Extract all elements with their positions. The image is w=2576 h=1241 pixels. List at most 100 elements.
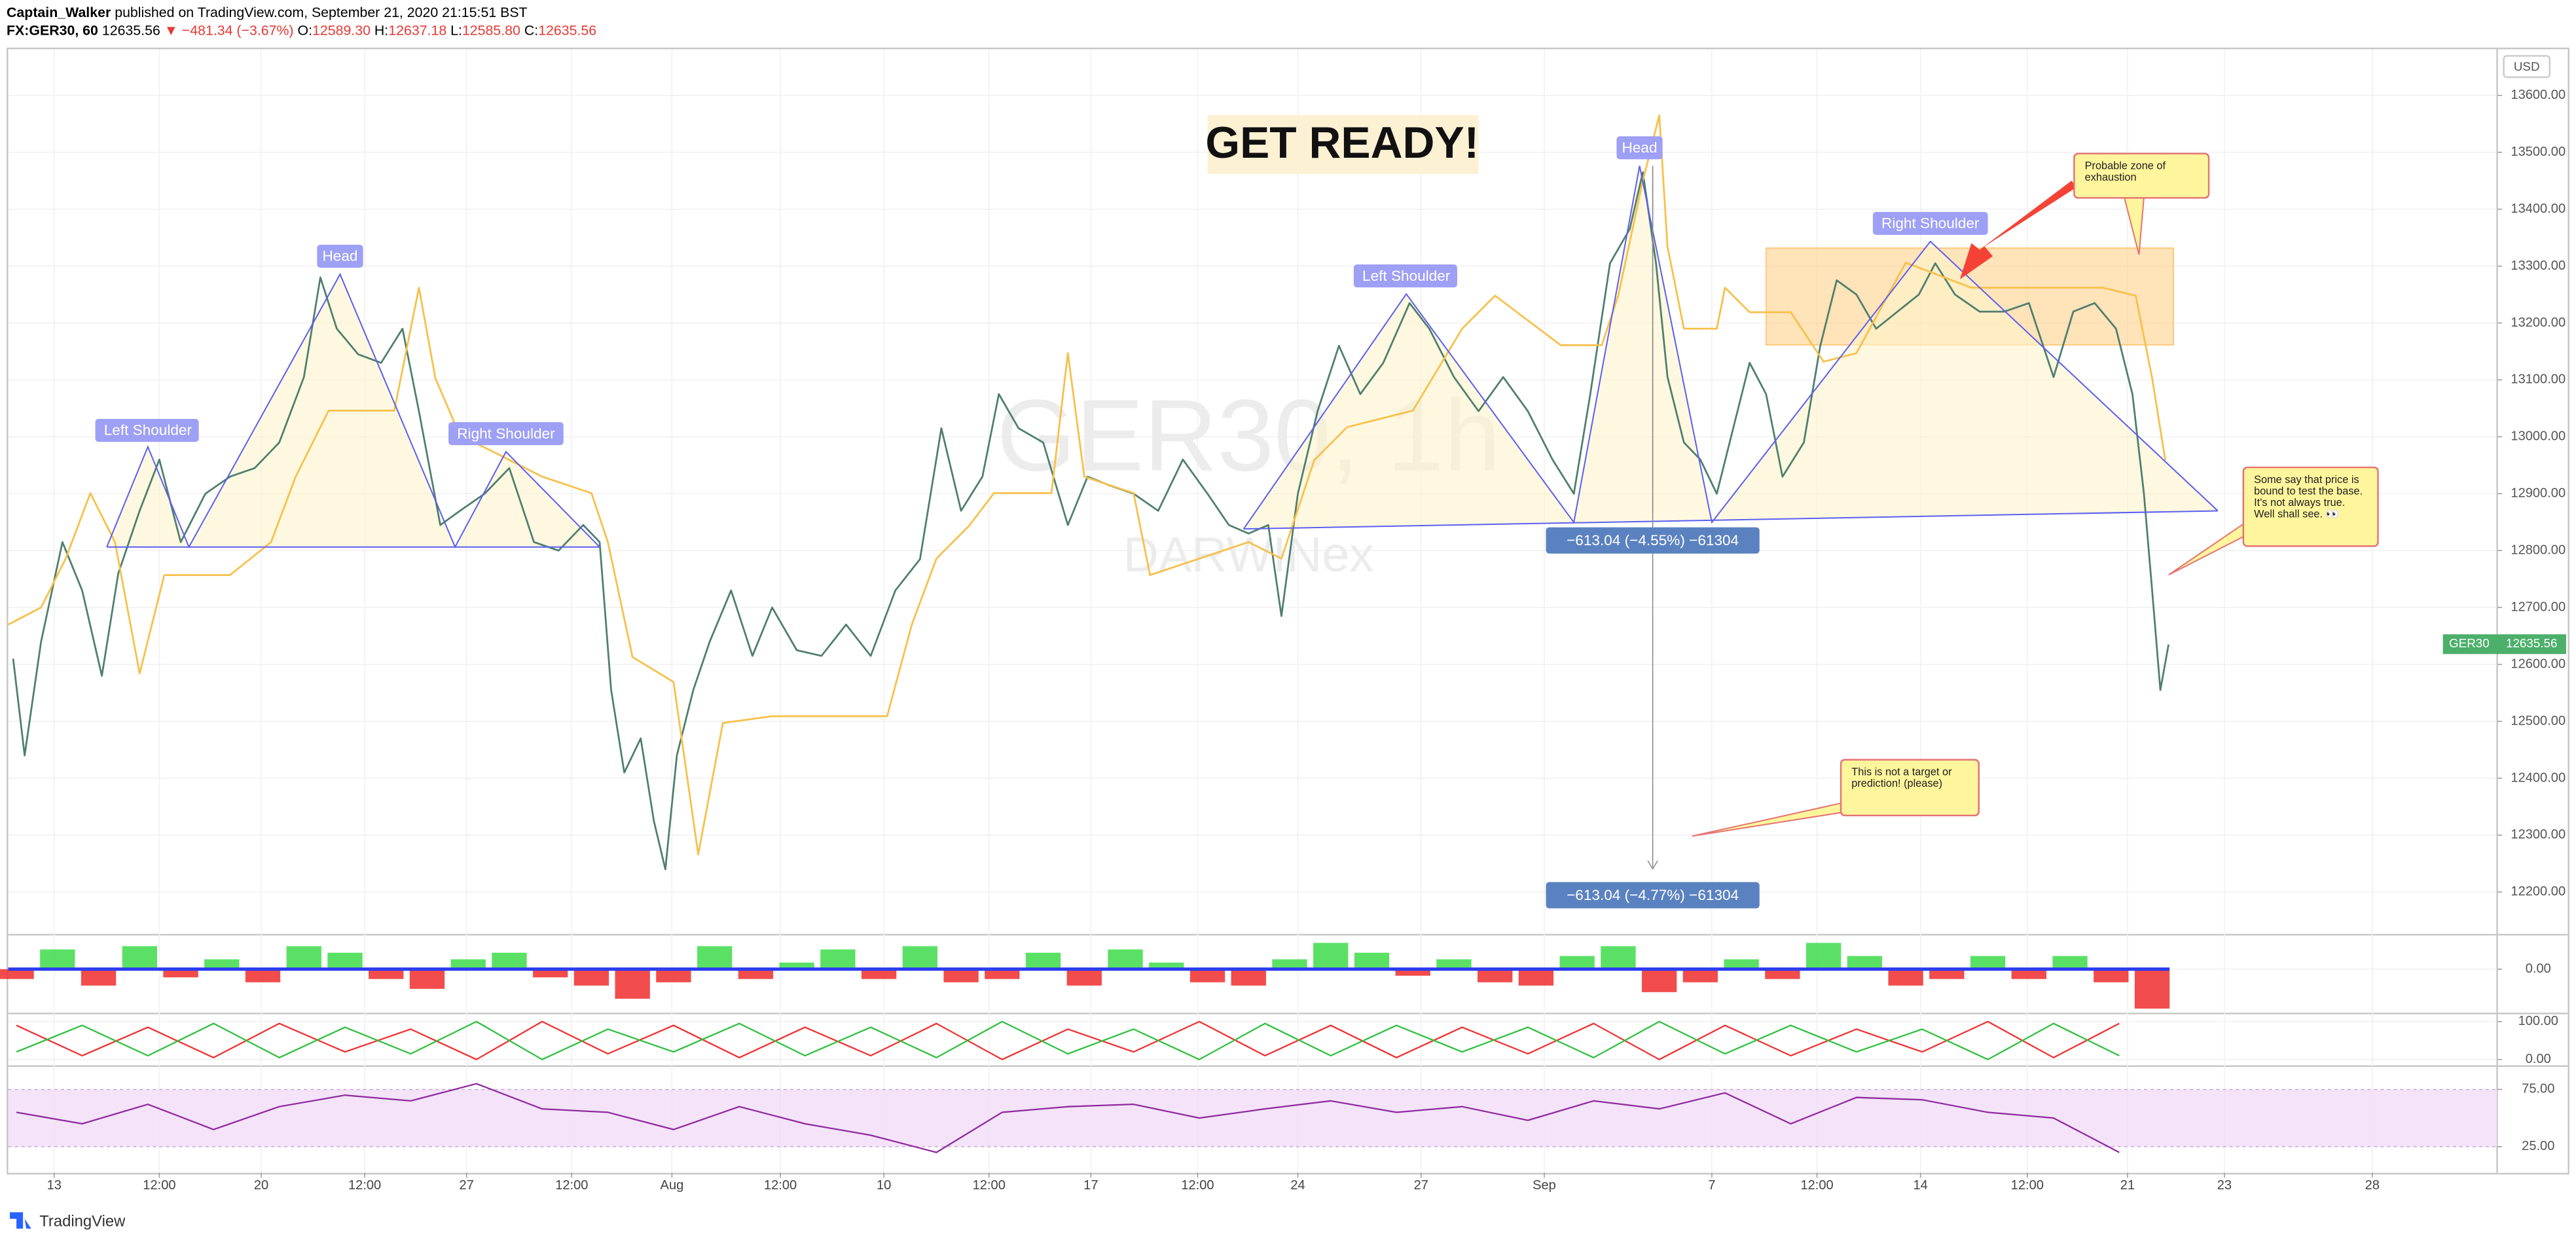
y-tick-label: 0.00 [2526, 962, 2551, 976]
histogram-bar [1395, 969, 1430, 976]
y-tick-label: 12300.00 [2511, 827, 2566, 842]
x-tick-label: 12:00 [555, 1178, 588, 1193]
x-tick-label: 27 [460, 1178, 474, 1193]
histogram-bar [1559, 956, 1595, 969]
histogram-bar [1025, 952, 1061, 969]
pattern-label: Right Shoulder [1881, 215, 1980, 232]
histogram-bar [122, 946, 157, 969]
pattern-label: Left Shoulder [1362, 268, 1451, 284]
histogram-bar [369, 969, 404, 979]
histogram-bar [81, 969, 117, 986]
histogram-bar [615, 969, 650, 999]
y-tick-label: 13100.00 [2511, 372, 2566, 387]
y-tick-label: 12500.00 [2511, 713, 2566, 728]
pattern-line [106, 272, 600, 549]
x-tick-label: 20 [254, 1178, 268, 1193]
y-tick-label: 12800.00 [2511, 543, 2566, 558]
histogram-bar [492, 952, 527, 969]
histogram-bar [2134, 969, 2170, 1009]
note-text: This is not a target or prediction! (ple… [1840, 759, 1980, 817]
note-pointer [2168, 522, 2247, 576]
price-tag-value: 12635.56 [2506, 636, 2557, 650]
histogram-bar [902, 946, 938, 969]
x-tick-label: 17 [1083, 1178, 1098, 1193]
histogram-bar [2011, 969, 2046, 979]
histogram-bar [573, 969, 609, 986]
x-tick-label: 23 [2217, 1178, 2232, 1193]
pattern-line [1243, 166, 2219, 530]
histogram-bar [1682, 969, 1718, 982]
histogram-bar [1765, 969, 1800, 979]
series-line [16, 1020, 2120, 1060]
histogram-bar [2094, 969, 2129, 982]
note-text: Probable zone of exhaustion [2073, 153, 2210, 199]
x-tick-label: 12:00 [143, 1178, 175, 1193]
watermark: DARWINex [1123, 527, 1374, 582]
x-tick-label: 12:00 [1800, 1178, 1833, 1193]
histogram-bar [943, 969, 979, 982]
x-tick-label: 12:00 [1181, 1178, 1214, 1193]
histogram-bar [533, 969, 568, 978]
histogram-bar [0, 969, 34, 979]
x-tick-label: Sep [1533, 1178, 1556, 1193]
histogram-bar [861, 969, 897, 979]
histogram-bar [409, 969, 445, 989]
y-tick-label: 13000.00 [2511, 429, 2566, 444]
y-tick-label: 12700.00 [2511, 600, 2566, 614]
histogram-bar [163, 969, 198, 978]
change: ▼ −481.34 (−3.67%) [164, 22, 294, 38]
note: Some say that price is bound to test the… [2242, 466, 2379, 547]
arrow [1959, 181, 2077, 279]
histogram-bar [1231, 969, 1266, 986]
banner-box [1207, 115, 1479, 175]
x-tick-label: 13 [47, 1178, 62, 1193]
pattern-label: Head [322, 248, 357, 264]
label-box [1616, 136, 1663, 160]
label-box [1353, 264, 1457, 288]
note-pointer [1692, 800, 1849, 837]
series-line [16, 1083, 2120, 1153]
y-tick-label: 25.00 [2522, 1139, 2554, 1153]
note-text: Some say that price is bound to test the… [2242, 466, 2379, 547]
y-tick-label: 12200.00 [2511, 884, 2566, 899]
o-val: 12589.30 [312, 22, 371, 38]
histogram-bar [327, 952, 363, 969]
histogram-bar [779, 962, 814, 969]
histogram-bar [1601, 946, 1636, 969]
h-val: 12637.18 [388, 22, 446, 38]
series-line [16, 1020, 2120, 1060]
c-val: 12635.56 [538, 22, 596, 38]
histogram-bar [1436, 959, 1472, 969]
y-tick-label: 13500.00 [2511, 145, 2566, 159]
price-tag-symbol: GER30 [2449, 636, 2490, 650]
histogram-bar [1518, 969, 1554, 986]
y-tick-label: 13300.00 [2511, 259, 2566, 273]
x-tick-label: 10 [877, 1178, 891, 1193]
x-tick-label: 7 [1708, 1178, 1715, 1193]
histogram-bar [656, 969, 691, 982]
histogram-bar [1272, 959, 1307, 969]
histogram-bar [1641, 969, 1677, 992]
histogram-bar [40, 949, 75, 969]
pattern-labels: Left Shoulder Head Right Shoulder Left S… [95, 136, 1988, 446]
y-tick-label: 100.00 [2518, 1014, 2558, 1028]
histogram-bar [204, 959, 240, 969]
note-pointer [2123, 196, 2145, 255]
o: O: [297, 22, 312, 38]
y-tick-label: 12400.00 [2511, 770, 2566, 785]
grid [8, 49, 2497, 1173]
plot [0, 114, 2170, 1153]
banner: GET READY! [1205, 118, 1479, 168]
histogram-bar [450, 959, 486, 969]
measure-arrow [1647, 860, 1658, 871]
x-tick-label: 12:00 [348, 1178, 381, 1193]
label-box [317, 244, 363, 268]
histogram-bar [1066, 969, 1102, 986]
histogram-bar [1354, 952, 1390, 969]
histogram-bar [1478, 969, 1513, 982]
histogram-bar [245, 969, 281, 982]
currency: USD [2514, 60, 2540, 73]
h: H: [374, 22, 388, 38]
symbol: FX:GER30, 60 [7, 22, 98, 38]
